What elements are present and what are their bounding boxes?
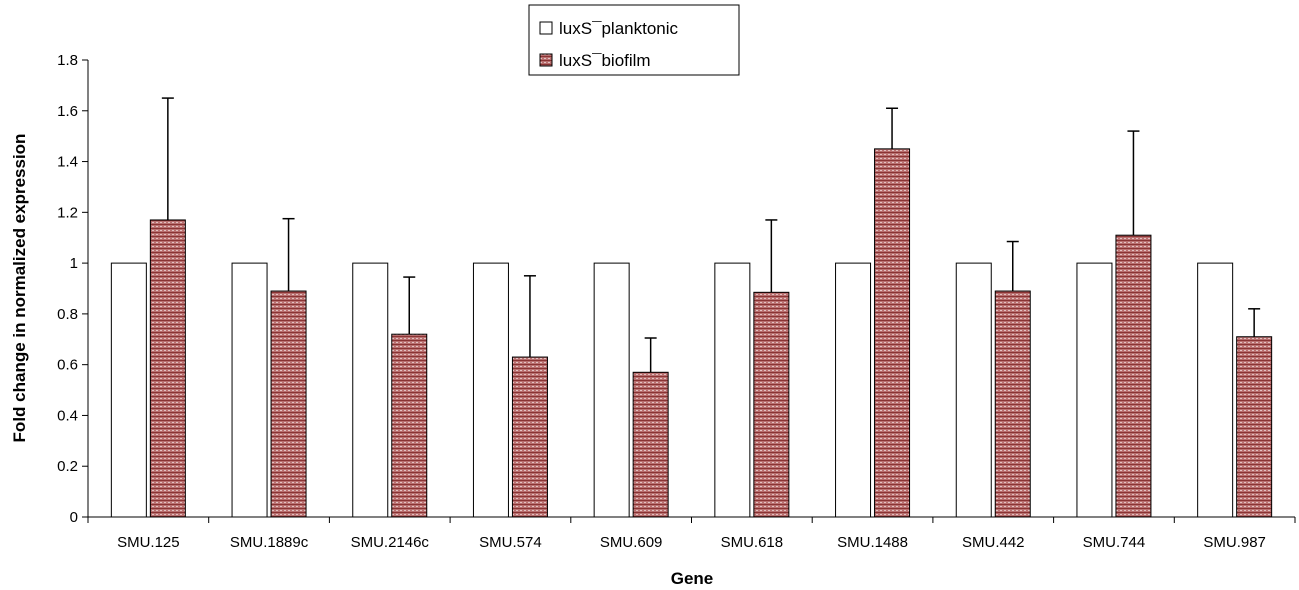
x-tick-label: SMU.987 — [1203, 534, 1266, 551]
legend-box — [528, 4, 740, 76]
y-tick-label: 0 — [70, 509, 78, 526]
x-tick-label: SMU.609 — [600, 534, 663, 551]
y-tick-label: 0.4 — [57, 407, 78, 424]
bar-planktonic — [231, 262, 268, 518]
y-tick-label: 1.2 — [57, 204, 78, 221]
x-axis-ticks: SMU.125 SMU.1889c SMU.2146c SMU.574 SMU.609 S… — [87, 517, 1296, 551]
x-tick-label: SMU.744 — [1083, 534, 1146, 551]
x-tick-label: SMU.442 — [962, 534, 1025, 551]
y-tick-label: 0.8 — [57, 306, 78, 323]
x-axis-title: Gene — [671, 569, 714, 588]
bar-planktonic — [110, 262, 147, 518]
bar-planktonic — [955, 262, 992, 518]
y-tick-label: 1.4 — [57, 154, 78, 171]
legend-label-planktonic: luxS¯planktonic — [559, 19, 679, 38]
bar-planktonic — [1076, 262, 1113, 518]
legend-swatch-biofilm — [539, 53, 553, 67]
bar-biofilm — [632, 371, 669, 518]
y-tick-label: 1 — [70, 255, 78, 272]
bars — [110, 148, 1273, 518]
bar-biofilm — [270, 290, 307, 518]
x-tick-label: SMU.1488 — [837, 534, 908, 551]
y-tick-label: 1.6 — [57, 103, 78, 120]
bar-biofilm — [994, 290, 1031, 518]
x-tick-label: SMU.618 — [721, 534, 784, 551]
bar-planktonic — [593, 262, 630, 518]
bar-biofilm — [753, 291, 790, 518]
error-bars — [161, 97, 1261, 373]
y-axis-title: Fold change in normalized expression — [10, 134, 29, 443]
bar-biofilm — [1115, 234, 1152, 518]
bar-planktonic — [835, 262, 872, 518]
legend: luxS¯planktonic luxS¯biofilm — [528, 4, 740, 76]
x-tick-label: SMU.1889c — [230, 534, 309, 551]
bar-biofilm — [391, 333, 428, 518]
x-tick-label: SMU.2146c — [351, 534, 430, 551]
legend-label-biofilm: luxS¯biofilm — [559, 51, 651, 70]
bar-planktonic — [472, 262, 509, 518]
bar-biofilm — [1236, 336, 1273, 518]
bar-planktonic — [352, 262, 389, 518]
x-tick-label: SMU.125 — [117, 534, 180, 551]
bar-planktonic — [714, 262, 751, 518]
bar-planktonic — [1197, 262, 1234, 518]
bar-biofilm — [511, 356, 548, 518]
y-tick-label: 1.8 — [57, 52, 78, 69]
y-tick-label: 0.2 — [57, 458, 78, 475]
x-tick-label: SMU.574 — [479, 534, 542, 551]
legend-swatch-planktonic — [539, 21, 553, 35]
y-axis-ticks: 0 0.2 0.4 0.6 0.8 1 1.2 1.4 1.6 1.8 — [57, 52, 88, 526]
y-tick-label: 0.6 — [57, 357, 78, 374]
bar-biofilm — [149, 219, 186, 518]
bar-biofilm — [874, 148, 911, 518]
